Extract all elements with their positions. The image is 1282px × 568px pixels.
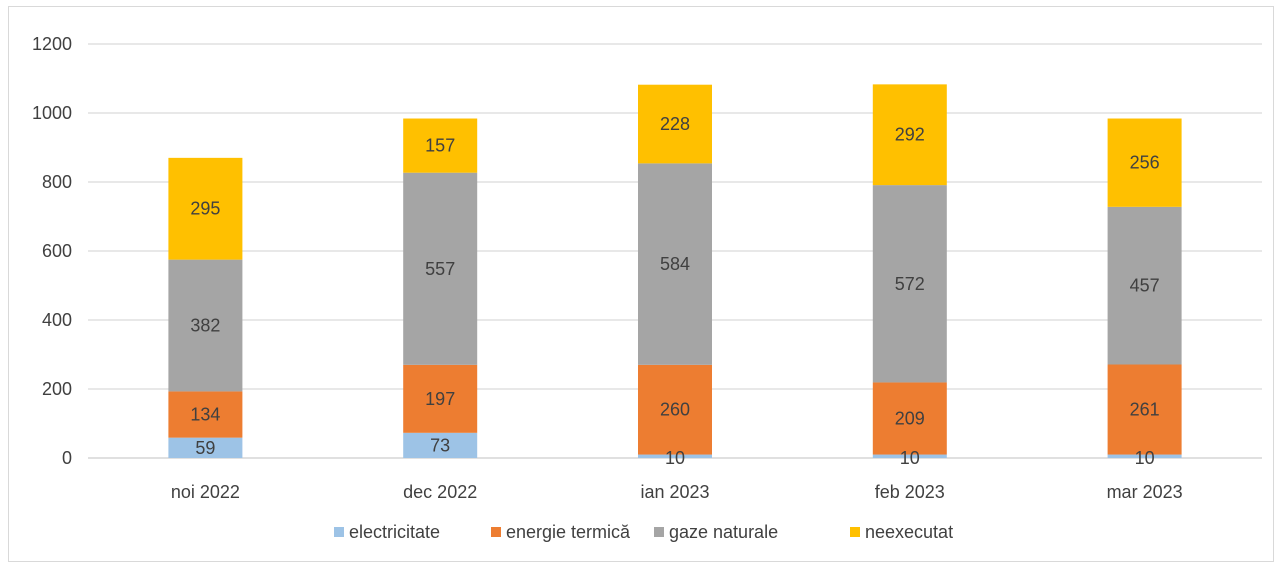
data-label: 260 [660, 400, 690, 420]
bar-segment [1107, 364, 1182, 455]
y-tick-label: 0 [62, 448, 72, 468]
x-axis-ticks: noi 2022 dec 2022 ian 2023 feb 2023 mar 2023 [171, 482, 1183, 502]
bar-segment [403, 172, 478, 365]
legend-label: gaze naturale [669, 522, 778, 542]
bar-segment [638, 364, 712, 455]
data-label: 197 [425, 389, 455, 409]
x-tick-label: ian 2023 [640, 482, 709, 502]
legend-swatch [491, 527, 501, 537]
data-label: 59 [195, 438, 215, 458]
legend-swatch [334, 527, 344, 537]
bar-segment [638, 454, 712, 458]
data-label: 157 [425, 136, 455, 156]
data-label: 73 [430, 435, 450, 455]
data-label: 256 [1130, 153, 1160, 173]
bar-segment [1107, 118, 1182, 207]
bar-segment [1107, 206, 1182, 365]
legend-label: electricitate [349, 522, 440, 542]
y-tick-label: 400 [42, 310, 72, 330]
bar-segment [168, 437, 243, 458]
x-tick-label: dec 2022 [403, 482, 477, 502]
bar-segment [403, 364, 478, 433]
legend-label: energie termică [506, 522, 631, 542]
bar-segment [872, 185, 947, 383]
data-label: 584 [660, 254, 690, 274]
data-label: 382 [190, 316, 220, 336]
data-label: 228 [660, 114, 690, 134]
x-tick-label: mar 2023 [1107, 482, 1183, 502]
bar-segment [168, 391, 243, 438]
data-label: 292 [895, 125, 925, 145]
bar-segment [872, 382, 947, 455]
y-axis-ticks: 0 200 400 600 800 1000 1200 [32, 34, 72, 468]
bar-segment [872, 84, 947, 186]
data-labels: 59 134 382 295 73 197 557 157 10 260 584 228 10 209 57… [190, 114, 1159, 468]
x-tick-label: feb 2023 [875, 482, 945, 502]
bar-segment [638, 84, 712, 164]
y-tick-label: 1000 [32, 103, 72, 123]
legend-label: neexecutat [865, 522, 953, 542]
bar-segment [403, 432, 478, 458]
data-label: 209 [895, 408, 925, 428]
legend-swatch [654, 527, 664, 537]
data-label: 134 [190, 405, 220, 425]
data-label: 10 [1135, 448, 1155, 468]
y-tick-label: 800 [42, 172, 72, 192]
x-tick-label: noi 2022 [171, 482, 240, 502]
bar-segment [638, 163, 712, 365]
data-label: 295 [190, 199, 220, 219]
legend-swatch [850, 527, 860, 537]
bar-segment [168, 259, 243, 392]
data-label: 457 [1130, 276, 1160, 296]
data-label: 10 [900, 448, 920, 468]
bar-segment [168, 157, 243, 260]
data-label: 10 [665, 448, 685, 468]
y-tick-label: 200 [42, 379, 72, 399]
y-tick-label: 600 [42, 241, 72, 261]
bars [168, 84, 1182, 458]
bar-segment [1107, 454, 1182, 458]
bar-segment [403, 118, 478, 173]
bar-segment [872, 454, 947, 458]
data-label: 261 [1130, 400, 1160, 420]
data-label: 572 [895, 274, 925, 294]
y-tick-label: 1200 [32, 34, 72, 54]
data-label: 557 [425, 259, 455, 279]
legend: electricitate energie termică gaze natural… [334, 522, 953, 542]
